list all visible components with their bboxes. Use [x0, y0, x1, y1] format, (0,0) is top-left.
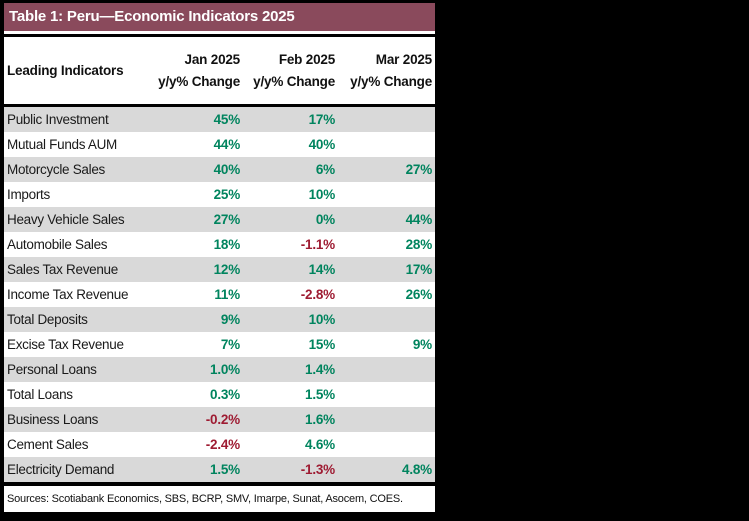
table-row: Sales Tax Revenue 12% 14% 17%	[4, 257, 435, 282]
row-label: Cement Sales	[7, 437, 89, 452]
value-feb: -1.1%	[300, 237, 335, 252]
row-label: Excise Tax Revenue	[7, 337, 124, 352]
table-row: Public Investment 45% 17%	[4, 107, 435, 132]
header-col-feb: Feb 2025 y/y% Change	[240, 49, 335, 93]
value-jan: 27%	[213, 212, 241, 227]
value-jan: 7%	[220, 337, 240, 352]
header-leading-indicators: Leading Indicators	[7, 63, 124, 78]
value-feb: 1.6%	[305, 412, 335, 427]
row-label: Mutual Funds AUM	[7, 137, 117, 152]
value-jan: 18%	[213, 237, 241, 252]
value-mar: 17%	[405, 262, 433, 277]
table-row: Electricity Demand 1.5% -1.3% 4.8%	[4, 457, 435, 482]
row-label: Income Tax Revenue	[7, 287, 129, 302]
row-label: Total Deposits	[7, 312, 88, 327]
value-feb: -1.3%	[300, 462, 335, 477]
table-row: Heavy Vehicle Sales 27% 0% 44%	[4, 207, 435, 232]
header-rule	[4, 104, 435, 107]
value-mar: 4.8%	[402, 462, 432, 477]
table-row: Income Tax Revenue 11% -2.8% 26%	[4, 282, 435, 307]
row-label: Business Loans	[7, 412, 99, 427]
table-header-row: Leading Indicators Jan 2025 y/y% Change …	[4, 37, 435, 104]
value-feb: 0%	[315, 212, 335, 227]
header-month-jan: Jan 2025	[184, 51, 241, 67]
value-jan: 12%	[213, 262, 241, 277]
value-mar: 9%	[412, 337, 432, 352]
footer-rule	[4, 482, 435, 486]
value-feb: 4.6%	[305, 437, 335, 452]
table-row: Total Loans 0.3% 1.5%	[4, 382, 435, 407]
value-feb: 1.4%	[305, 362, 335, 377]
top-rule	[4, 34, 435, 37]
value-jan: 40%	[213, 162, 241, 177]
table-row: Cement Sales -2.4% 4.6%	[4, 432, 435, 457]
value-feb: 15%	[308, 337, 336, 352]
row-label: Public Investment	[7, 112, 109, 127]
table-row: Personal Loans 1.0% 1.4%	[4, 357, 435, 382]
value-feb: -2.8%	[300, 287, 335, 302]
value-jan: 1.0%	[210, 362, 240, 377]
value-jan: 0.3%	[210, 387, 240, 402]
value-feb: 10%	[308, 312, 336, 327]
table-row: Imports 25% 10%	[4, 182, 435, 207]
value-feb: 40%	[308, 137, 336, 152]
value-jan: 11%	[214, 287, 240, 302]
row-label: Heavy Vehicle Sales	[7, 212, 125, 227]
value-jan: -0.2%	[205, 412, 240, 427]
table-row: Excise Tax Revenue 7% 15% 9%	[4, 332, 435, 357]
title-gap	[4, 31, 435, 34]
row-label: Personal Loans	[7, 362, 97, 377]
table-row: Mutual Funds AUM 44% 40%	[4, 132, 435, 157]
value-mar: 26%	[405, 287, 433, 302]
value-feb: 6%	[315, 162, 335, 177]
value-mar: 28%	[405, 237, 433, 252]
sources-note: Sources: Scotiabank Economics, SBS, BCRP…	[4, 486, 435, 512]
table-row: Total Deposits 9% 10%	[4, 307, 435, 332]
header-month-feb: Feb 2025	[278, 51, 335, 67]
table-rows: Public Investment 45% 17% Mutual Funds AUM 4…	[4, 107, 435, 482]
row-label: Electricity Demand	[7, 462, 115, 477]
header-month-mar: Mar 2025	[375, 51, 432, 67]
value-jan: 44%	[213, 137, 241, 152]
row-label: Total Loans	[7, 387, 73, 402]
header-sub-feb: y/y% Change	[253, 73, 335, 89]
table-row: Motorcycle Sales 40% 6% 27%	[4, 157, 435, 182]
row-label: Imports	[7, 187, 50, 202]
value-jan: -2.4%	[205, 437, 240, 452]
header-col-jan: Jan 2025 y/y% Change	[147, 49, 240, 93]
header-col-mar: Mar 2025 y/y% Change	[335, 49, 435, 93]
table-row: Business Loans -0.2% 1.6%	[4, 407, 435, 432]
table-title: Table 1: Peru—Economic Indicators 2025	[4, 3, 435, 31]
value-mar: 44%	[405, 212, 433, 227]
value-feb: 14%	[308, 262, 336, 277]
value-mar: 27%	[405, 162, 433, 177]
value-feb: 1.5%	[305, 387, 335, 402]
value-jan: 45%	[213, 112, 241, 127]
table-row: Automobile Sales 18% -1.1% 28%	[4, 232, 435, 257]
economic-indicators-table: Table 1: Peru—Economic Indicators 2025 L…	[4, 3, 435, 512]
value-feb: 10%	[308, 187, 336, 202]
value-jan: 1.5%	[210, 462, 240, 477]
value-jan: 25%	[213, 187, 241, 202]
header-sub-mar: y/y% Change	[350, 73, 432, 89]
value-feb: 17%	[308, 112, 336, 127]
row-label: Automobile Sales	[7, 237, 108, 252]
row-label: Sales Tax Revenue	[7, 262, 118, 277]
row-label: Motorcycle Sales	[7, 162, 105, 177]
header-sub-jan: y/y% Change	[158, 73, 240, 89]
value-jan: 9%	[220, 312, 240, 327]
